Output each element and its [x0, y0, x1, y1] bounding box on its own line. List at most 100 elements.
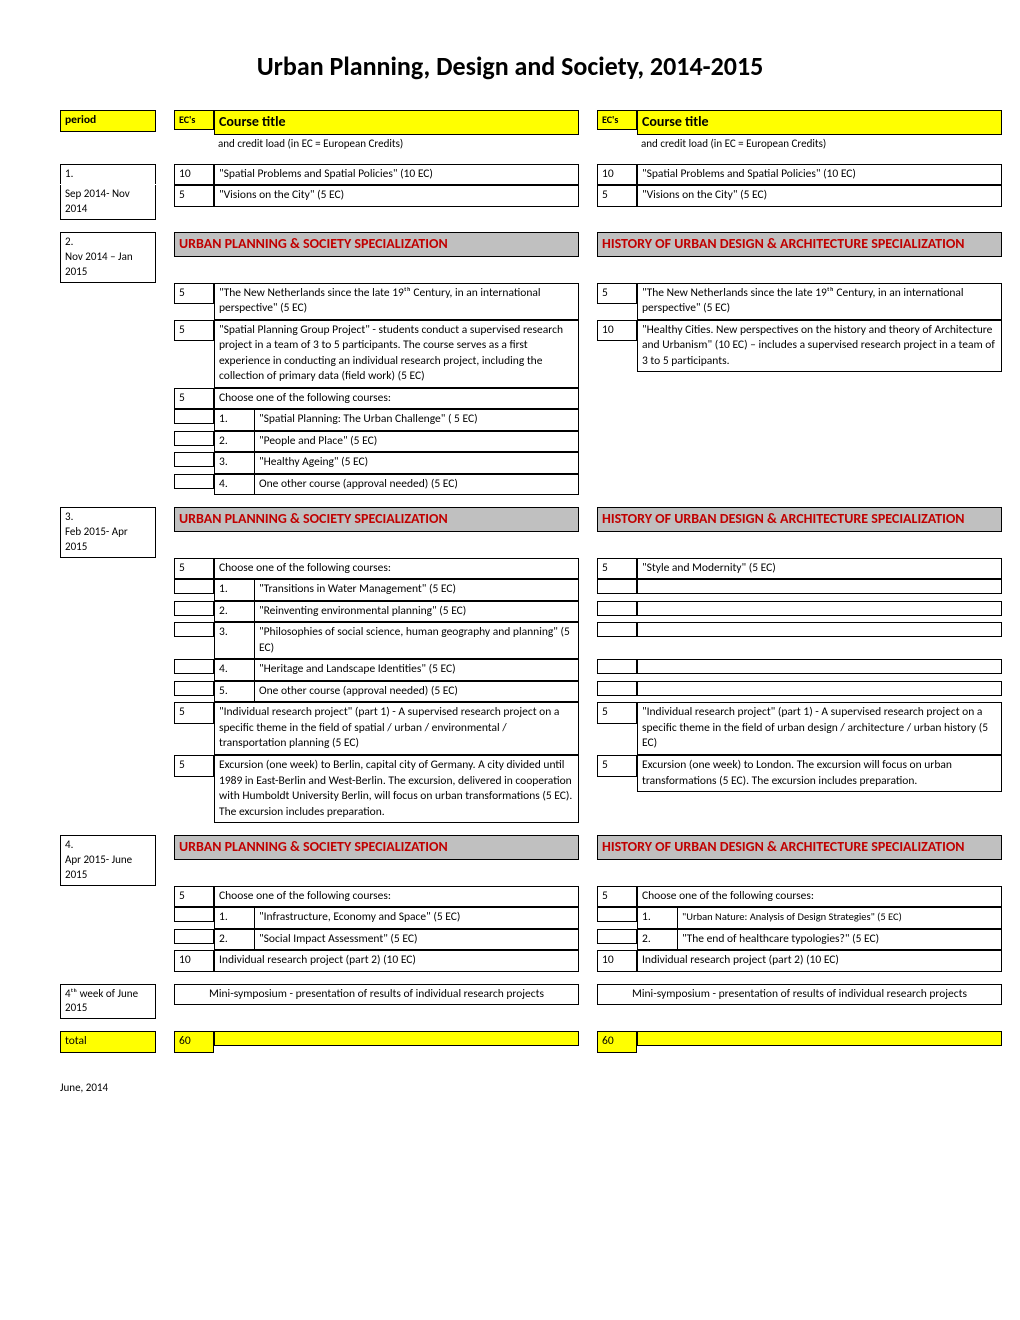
sym-left: Mini-symposium - presentation of results…: [174, 984, 579, 1006]
opt-num: 4.: [215, 475, 255, 495]
empty-txt: [637, 681, 1002, 696]
opt-num: 1.: [215, 580, 255, 600]
empty-txt: [637, 622, 1002, 637]
p2-opt-ec: [174, 474, 214, 489]
p2-opt-ec: [174, 452, 214, 467]
credit-sub-left: and credit load (in EC = European Credit…: [214, 135, 579, 152]
opt-ec: [174, 659, 214, 674]
p3-l-txt1: Choose one of the following courses:: [214, 558, 579, 580]
credit-sub-right: and credit load (in EC = European Credit…: [637, 135, 1002, 152]
opt-txt: "Heritage and Landscape Identities" (5 E…: [255, 660, 578, 680]
opt-txt: "Reinventing environmental planning" (5 …: [255, 602, 578, 622]
p4-r-opt1: 1."Urban Nature: Analysis of Design Stra…: [637, 907, 1002, 929]
sym-period: 4ᵗʰ week of June 2015: [60, 984, 156, 1020]
total-right: 60: [597, 1031, 637, 1053]
opt-txt: "Urban Nature: Analysis of Design Strate…: [678, 908, 1001, 928]
opt-num: 3.: [215, 453, 255, 473]
total-row: total 60 60: [60, 1031, 960, 1053]
opt-num: 4.: [215, 660, 255, 680]
empty-ec: [597, 681, 637, 696]
opt-ec: [597, 929, 637, 944]
p3-r-txt2: "Individual research project" (part 1) -…: [637, 702, 1002, 755]
p3-num: 3.: [65, 510, 73, 523]
p3-opt4: 4."Heritage and Landscape Identities" (5…: [214, 659, 579, 681]
hdr-ecs-left: EC's: [174, 110, 214, 130]
p2-l-ec3: 5: [174, 388, 214, 410]
empty-ec: [597, 579, 637, 594]
p4-l-ec1: 5: [174, 886, 214, 908]
p1-dates: Sep 2014- Nov 2014: [60, 185, 156, 220]
symposium-row: 4ᵗʰ week of June 2015 Mini-symposium - p…: [60, 984, 960, 1020]
p2-r-txt2: "Healthy Cities. New perspectives on the…: [637, 320, 1002, 373]
p3-l-ec2: 5: [174, 702, 214, 724]
p2-r-ec1: 5: [597, 283, 637, 305]
empty-txt: [637, 579, 1002, 594]
course-title-label: Course title: [219, 113, 574, 132]
p4-l-txt2: Individual research project (part 2) (10…: [214, 950, 579, 972]
opt-ec: [174, 622, 214, 637]
opt-txt: "The end of healthcare typologies?" (5 E…: [678, 930, 1001, 950]
opt-num: 2.: [638, 930, 678, 950]
p4-r-ec2: 10: [597, 950, 637, 972]
p4-r-ec1: 5: [597, 886, 637, 908]
p3-r-txt1: "Style and Modernity" (5 EC): [637, 558, 1002, 580]
opt-num: 1.: [215, 908, 255, 928]
p2-left-title: URBAN PLANNING & SOCIETY SPECIALIZATION: [179, 235, 448, 252]
p2-l-txt3: Choose one of the following courses:: [214, 388, 579, 410]
opt-txt: "Spatial Planning: The Urban Challenge" …: [255, 410, 578, 430]
header-row: period EC's Course title EC's Course tit…: [60, 110, 960, 152]
p3-r-ec2: 5: [597, 702, 637, 724]
p2-r-txt1: "The New Netherlands since the late 19ᵗʰ…: [637, 283, 1002, 320]
p2-dates: Nov 2014 – Jan 2015: [65, 250, 133, 278]
p2-opt4: 4.One other course (approval needed) (5 …: [214, 474, 579, 496]
p4-l-ec2: 10: [174, 950, 214, 972]
p1-l-txt1: "Spatial Problems and Spatial Policies" …: [214, 164, 579, 186]
p4-left-title: URBAN PLANNING & SOCIETY SPECIALIZATION: [179, 838, 448, 855]
total-left: 60: [174, 1031, 214, 1053]
p2-r-ec2: 10: [597, 320, 637, 342]
course-title-label: Course title: [642, 113, 997, 132]
p3-l-txt2: "Individual research project" (part 1) -…: [214, 702, 579, 755]
p4-r-txt1: Choose one of the following courses:: [637, 886, 1002, 908]
p3-l-txt3: Excursion (one week) to Berlin, capital …: [214, 755, 579, 823]
period-3: 3. Feb 2015- Apr 2015 URBAN PLANNING & S…: [60, 507, 960, 823]
opt-num: 2.: [215, 602, 255, 622]
p3-l-ec3: 5: [174, 755, 214, 777]
p4-l-opt2: 2."Social Impact Assessment" (5 EC): [214, 929, 579, 951]
p4-l-opt1: 1."Infrastructure, Economy and Space" (5…: [214, 907, 579, 929]
opt-txt: "People and Place" (5 EC): [255, 432, 578, 452]
p3-opt2: 2."Reinventing environmental planning" (…: [214, 601, 579, 623]
p2-opt3: 3."Healthy Ageing" (5 EC): [214, 452, 579, 474]
total-right-empty: [637, 1031, 1002, 1046]
p1-num: 1.: [60, 164, 156, 184]
p3-opt1: 1."Transitions in Water Management" (5 E…: [214, 579, 579, 601]
p4-period: 4. Apr 2015- June 2015: [60, 835, 156, 886]
opt-txt: "Infrastructure, Economy and Space" (5 E…: [255, 908, 578, 928]
opt-num: 5.: [215, 682, 255, 702]
total-label: total: [60, 1031, 156, 1053]
p2-l-ec2: 5: [174, 320, 214, 342]
opt-num: 1.: [638, 908, 678, 928]
p1-r-ec2: 5: [597, 185, 637, 207]
opt-ec: [174, 907, 214, 922]
opt-txt: One other course (approval needed) (5 EC…: [255, 682, 578, 702]
p1-r-ec1: 10: [597, 164, 637, 186]
p4-dates: Apr 2015- June 2015: [65, 853, 132, 881]
p3-r-txt3: Excursion (one week) to London. The excu…: [637, 755, 1002, 792]
opt-ec: [174, 929, 214, 944]
hdr-course-left: Course title: [214, 110, 579, 135]
total-left-empty: [214, 1031, 579, 1046]
opt-ec: [174, 601, 214, 616]
p4-left-title-cell: URBAN PLANNING & SOCIETY SPECIALIZATION: [174, 835, 579, 860]
p4-num: 4.: [65, 838, 73, 851]
p3-opt3: 3."Philosophies of social science, human…: [214, 622, 579, 659]
p2-opt-ec: [174, 431, 214, 446]
p2-num: 2.: [65, 235, 73, 248]
p3-right-title: HISTORY OF URBAN DESIGN & ARCHITECTURE S…: [602, 510, 965, 527]
p3-l-ec1: 5: [174, 558, 214, 580]
footer-date: June, 2014: [60, 1081, 960, 1094]
period-4: 4. Apr 2015- June 2015 URBAN PLANNING & …: [60, 835, 960, 972]
opt-txt: One other course (approval needed) (5 EC…: [255, 475, 578, 495]
p4-r-opt2: 2."The end of healthcare typologies?" (5…: [637, 929, 1002, 951]
opt-txt: "Philosophies of social science, human g…: [255, 623, 578, 658]
